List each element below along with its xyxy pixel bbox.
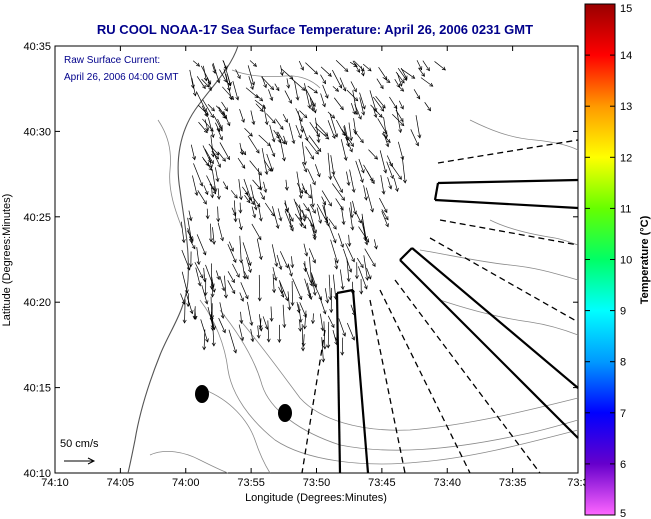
current-label: Raw Surface Current:: [64, 55, 160, 66]
colorbar-tick-label: 9: [620, 306, 626, 318]
plot-area: [54, 45, 579, 474]
colorbar-tick-label: 15: [620, 3, 632, 15]
colorbar-tick-label: 14: [620, 50, 632, 62]
colorbar-tick-label: 11: [620, 203, 631, 215]
colorbar-ticks: 15 14 13 12 11 10 9 8 7 6 5: [585, 3, 632, 519]
x-tick-label: 73:55: [237, 477, 265, 489]
x-tick-label: 73:35: [499, 477, 527, 489]
colorbar-label: Temperature (°C): [639, 215, 651, 304]
y-tick-label: 40:15: [23, 383, 51, 395]
colorbar-tick-label: 13: [620, 101, 632, 113]
scale-label: 50 cm/s: [60, 438, 99, 450]
x-tick-label: 73:40: [433, 477, 461, 489]
x-tick-label: 73:50: [303, 477, 331, 489]
y-tick-label: 40:20: [23, 297, 51, 309]
station-marker: [278, 404, 292, 422]
surface-current-vectors: [180, 60, 446, 363]
colorbar-tick-label: 5: [620, 508, 626, 519]
current-time: April 26, 2006 04:00 GMT: [64, 72, 179, 83]
x-tick-label: 74:00: [172, 477, 200, 489]
colorbar-tick-label: 8: [620, 357, 626, 369]
y-tick-label: 40:10: [23, 468, 51, 480]
x-axis-label: Longitude (Degrees:Minutes): [245, 492, 387, 504]
scale-arrow-icon: [64, 457, 96, 465]
x-tick-label: 74:05: [107, 477, 135, 489]
x-tick-label: 73:3: [567, 477, 588, 489]
y-tick-label: 40:25: [23, 212, 51, 224]
y-axis-label: Latitude (Degrees:Minutes): [1, 194, 13, 327]
x-tick-label: 73:45: [368, 477, 396, 489]
y-tick-label: 40:35: [23, 41, 51, 53]
colorbar-tick-label: 7: [620, 408, 626, 420]
colorbar-tick-label: 10: [620, 255, 632, 267]
coverage-lines: [301, 139, 579, 474]
map-title: RU COOL NOAA-17 Sea Surface Temperature:…: [97, 22, 533, 37]
colorbar-tick-label: 12: [620, 152, 632, 164]
x-axis: 74:10 74:05 74:00 73:55 73:50 73:45 73:40 73:35…: [41, 46, 589, 489]
y-axis: 40:35 40:30 40:25 40:20 40:15 40:10: [23, 41, 578, 480]
y-tick-label: 40:30: [23, 126, 51, 138]
x-tick-label: 74:10: [41, 477, 69, 489]
station-marker: [195, 385, 209, 403]
colorbar-tick-label: 6: [620, 459, 626, 471]
